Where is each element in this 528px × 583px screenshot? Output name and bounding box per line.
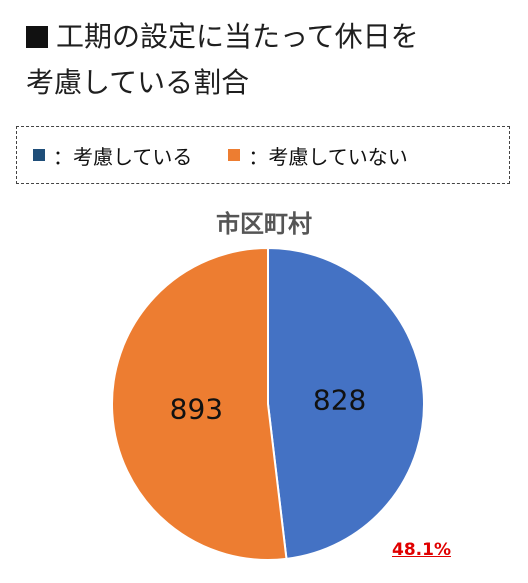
slice-label-considered: 828 (313, 384, 366, 417)
percentage-annotation: 48.1% (392, 540, 451, 560)
legend: ：考慮している ：考慮していない (16, 126, 510, 184)
title-line-1: 工期の設定に当たって休日を (26, 14, 516, 60)
pie-slice-considered (267, 246, 425, 561)
legend-item-not-considered: ：考慮していない (228, 141, 408, 170)
legend-item-considered: ：考慮している (33, 141, 192, 170)
legend-label-not-considered: ：考慮していない (248, 144, 408, 169)
legend-label-considered: ：考慮している (53, 144, 193, 169)
chart-title: 市区町村 (216, 210, 312, 238)
pie-slice-not-considered (111, 246, 288, 561)
title-line-2: 考慮している割合 (26, 66, 250, 99)
square-bullet-icon (26, 26, 48, 48)
slice-label-not-considered: 893 (170, 392, 223, 425)
legend-swatch-considered (33, 149, 45, 161)
title-text-1: 工期の設定に当たって休日を (56, 20, 419, 53)
legend-swatch-not-considered (228, 149, 241, 161)
page-title: 工期の設定に当たって休日を 考慮している割合 (26, 14, 516, 106)
